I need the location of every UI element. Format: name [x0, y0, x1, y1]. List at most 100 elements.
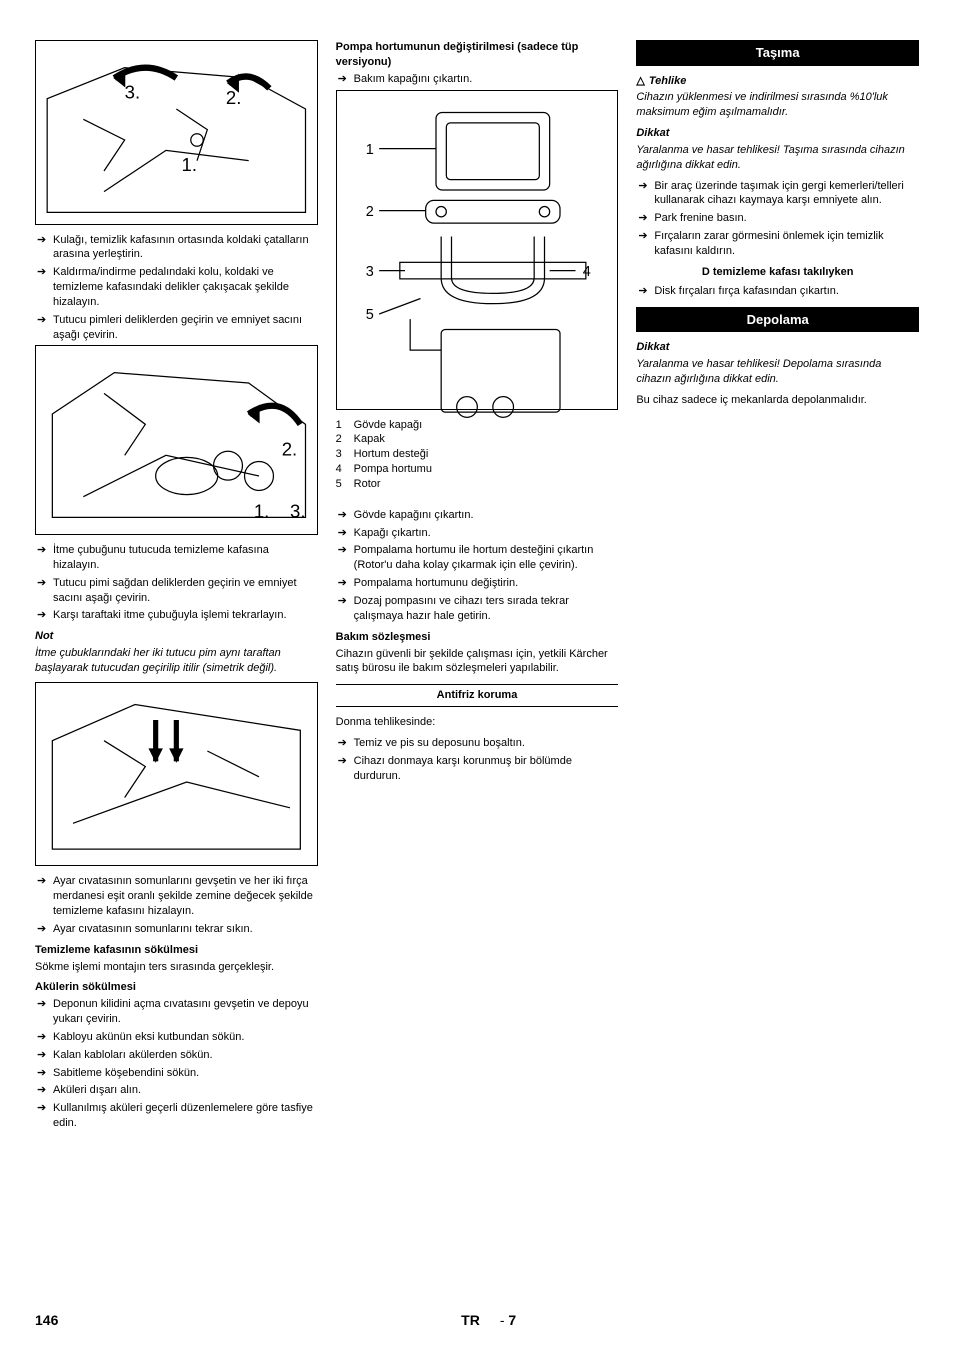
bullet-text: Temiz ve pis su deposunu boşaltın.	[354, 736, 619, 751]
bullet-text: Kapağı çıkartın.	[354, 526, 619, 541]
arrow-icon: ➔	[336, 526, 354, 541]
list-item: ➔ Sabitleme köşebendini sökün.	[35, 1066, 318, 1081]
warning-icon: △	[636, 75, 644, 87]
arrow-icon: ➔	[35, 1030, 53, 1045]
fig1-label-3: 3.	[125, 82, 141, 103]
arrow-icon: ➔	[35, 313, 53, 343]
list-item: ➔ İtme çubuğunu tutucuda temizleme kafas…	[35, 543, 318, 573]
bullet-text: İtme çubuğunu tutucuda temizleme kafasın…	[53, 543, 318, 573]
warning-label: Tehlike	[649, 75, 687, 87]
bullet-text: Pompalama hortumu ile hortum desteğini ç…	[354, 543, 619, 573]
list-item: ➔ Kulağı, temizlik kafasının ortasında k…	[35, 233, 318, 263]
figure-2: 2. 1. 3.	[35, 345, 318, 535]
subheading-remove-head: Temizleme kafasının sökülmesi	[35, 943, 318, 958]
list-item: ➔ Kalan kabloları akülerden sökün.	[35, 1048, 318, 1063]
bullet-text: Bakım kapağını çıkartın.	[354, 72, 619, 87]
arrow-icon: ➔	[35, 1101, 53, 1131]
legend-text: Pompa hortumu	[354, 462, 432, 477]
column-1: 3. 2. 1. ➔ Kulağı, temizlik kafasının or…	[35, 40, 318, 1134]
list-item: ➔ Tutucu pimi sağdan deliklerden geçirin…	[35, 576, 318, 606]
column-2: Pompa hortumunun değiştirilmesi (sadece …	[336, 40, 619, 1134]
list-item: ➔ Bakım kapağını çıkartın.	[336, 72, 619, 87]
arrow-icon: ➔	[35, 1048, 53, 1063]
warning-body: Yaralanma ve hasar tehlikesi! Depolama s…	[636, 357, 919, 387]
legend-text: Rotor	[354, 477, 381, 492]
section-storage: Depolama	[636, 307, 919, 333]
arrow-icon: ➔	[336, 508, 354, 523]
subheading-pump-hose: Pompa hortumunun değiştirilmesi (sadece …	[336, 40, 619, 70]
bullet-text: Ayar cıvatasının somunlarını tekrar sıkı…	[53, 922, 318, 937]
arrow-icon: ➔	[336, 576, 354, 591]
paragraph: Cihazın güvenli bir şekilde çalışması iç…	[336, 647, 619, 677]
arrow-icon: ➔	[336, 754, 354, 784]
footer-lang: TR	[461, 1311, 480, 1330]
list-item: ➔ Aküleri dışarı alın.	[35, 1083, 318, 1098]
bullet-text: Aküleri dışarı alın.	[53, 1083, 318, 1098]
bullet-text: Tutucu pimi sağdan deliklerden geçirin v…	[53, 576, 318, 606]
arrow-icon: ➔	[35, 233, 53, 263]
legend-text: Hortum desteği	[354, 447, 429, 462]
list-item: ➔ Disk fırçaları fırça kafasından çıkart…	[636, 284, 919, 299]
arrow-icon: ➔	[35, 1083, 53, 1098]
arrow-icon: ➔	[35, 874, 53, 919]
subheading-d-head: D temizleme kafası takılıyken	[636, 265, 919, 280]
list-item: ➔ Kaldırma/indirme pedalındaki kolu, kol…	[35, 265, 318, 310]
arrow-icon: ➔	[35, 997, 53, 1027]
figure-legend: 1Gövde kapağı 2Kapak 3Hortum desteği 4Po…	[336, 418, 619, 492]
legend-row: 5Rotor	[336, 477, 619, 492]
fig1-label-1: 1.	[182, 154, 198, 175]
list-item: ➔ Tutucu pimleri deliklerden geçirin ve …	[35, 313, 318, 343]
list-item: ➔ Kabloyu akünün eksi kutbundan sökün.	[35, 1030, 318, 1045]
legend-text: Kapak	[354, 432, 385, 447]
bullet-text: Gövde kapağını çıkartın.	[354, 508, 619, 523]
list-item: ➔ Gövde kapağını çıkartın.	[336, 508, 619, 523]
figpump-label-3: 3	[365, 263, 373, 279]
bullet-text: Bir araç üzerinde taşımak için gergi kem…	[654, 179, 919, 209]
arrow-icon: ➔	[636, 229, 654, 259]
bullet-text: Karşı taraftaki itme çubuğuyla işlemi te…	[53, 608, 318, 623]
list-item: ➔ Kullanılmış aküleri geçerli düzenlemel…	[35, 1101, 318, 1131]
note-body: İtme çubuklarındaki her iki tutucu pim a…	[35, 646, 318, 676]
figpump-label-5: 5	[365, 307, 373, 323]
bullet-text: Park frenine basın.	[654, 211, 919, 226]
section-antifreeze: Antifriz koruma	[336, 684, 619, 707]
figpump-label-1: 1	[365, 141, 373, 157]
bullet-text: Dozaj pompasını ve cihazı ters sırada te…	[354, 594, 619, 624]
bullet-text: Kulağı, temizlik kafasının ortasında kol…	[53, 233, 318, 263]
list-item: ➔ Ayar cıvatasının somunlarını gevşetin …	[35, 874, 318, 919]
list-item: ➔ Park frenine basın.	[636, 211, 919, 226]
footer-page-left: 146	[35, 1311, 58, 1330]
bullet-text: Tutucu pimleri deliklerden geçirin ve em…	[53, 313, 318, 343]
subheading-remove-battery: Akülerin sökülmesi	[35, 980, 318, 995]
bullet-text: Deponun kilidini açma cıvatasını gevşeti…	[53, 997, 318, 1027]
list-item: ➔ Dozaj pompasını ve cihazı ters sırada …	[336, 594, 619, 624]
paragraph: Sökme işlemi montajın ters sırasında ger…	[35, 960, 318, 975]
legend-num: 5	[336, 477, 354, 492]
footer-sep: -	[500, 1312, 505, 1328]
arrow-icon: ➔	[35, 576, 53, 606]
list-item: ➔ Deponun kilidini açma cıvatasını gevşe…	[35, 997, 318, 1027]
section-transport: Taşıma	[636, 40, 919, 66]
arrow-icon: ➔	[336, 72, 354, 87]
list-item: ➔ Karşı taraftaki itme çubuğuyla işlemi …	[35, 608, 318, 623]
bullet-text: Kaldırma/indirme pedalındaki kolu, kolda…	[53, 265, 318, 310]
figure-3	[35, 682, 318, 867]
arrow-icon: ➔	[636, 211, 654, 226]
list-item: ➔ Pompalama hortumu ile hortum desteğini…	[336, 543, 619, 573]
arrow-icon: ➔	[35, 922, 53, 937]
list-item: ➔ Fırçaların zarar görmesini önlemek içi…	[636, 229, 919, 259]
warning-caution-2: Dikkat	[636, 340, 919, 355]
arrow-icon: ➔	[636, 284, 654, 299]
subheading-contract: Bakım sözleşmesi	[336, 630, 619, 645]
warning-danger: △ Tehlike	[636, 74, 919, 89]
bullet-text: Sabitleme köşebendini sökün.	[53, 1066, 318, 1081]
legend-row: 2Kapak	[336, 432, 619, 447]
paragraph: Donma tehlikesinde:	[336, 715, 619, 730]
column-3: Taşıma △Tehlike Cihazın yüklenmesi ve in…	[636, 40, 919, 1134]
figpump-label-4: 4	[582, 263, 590, 279]
arrow-icon: ➔	[336, 594, 354, 624]
list-item: ➔ Bir araç üzerinde taşımak için gergi k…	[636, 179, 919, 209]
list-item: ➔ Pompalama hortumunu değiştirin.	[336, 576, 619, 591]
legend-row: 4Pompa hortumu	[336, 462, 619, 477]
list-item: ➔ Cihazı donmaya karşı korunmuş bir bölü…	[336, 754, 619, 784]
